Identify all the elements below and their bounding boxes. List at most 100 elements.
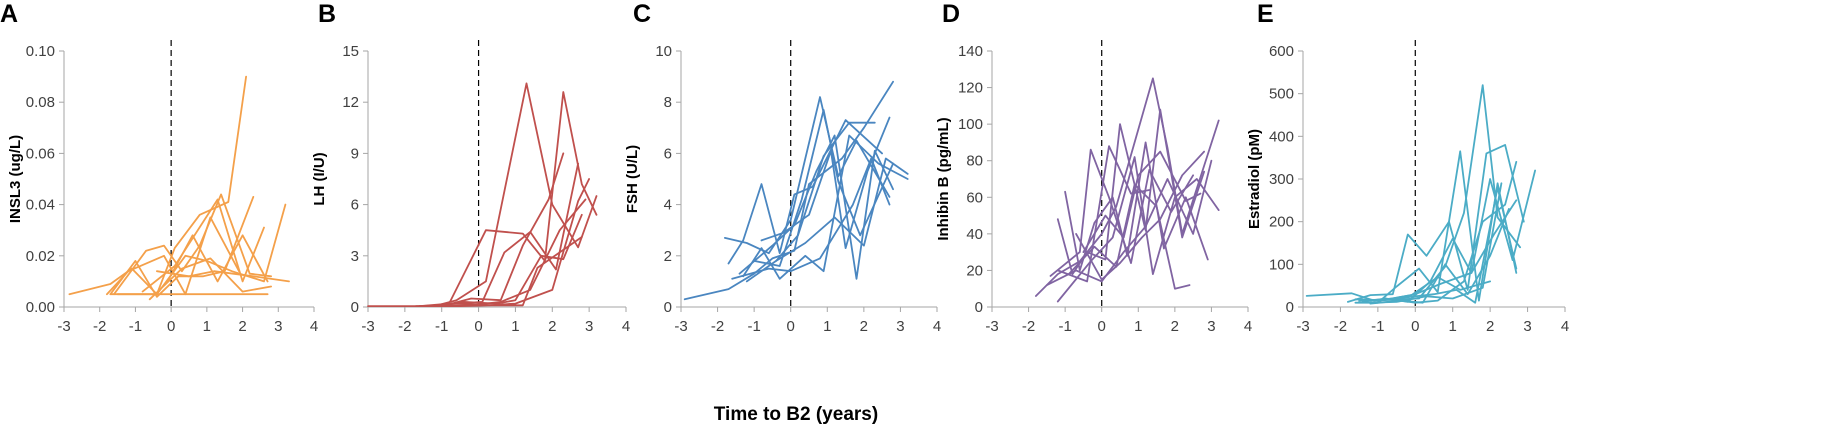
panel-e-xtick-label: -3: [1296, 318, 1309, 335]
panel-d-ytick-label: 80: [966, 153, 983, 170]
panel-c-ytick-label: 0: [664, 299, 672, 316]
panel-e-series-7: [1384, 160, 1518, 304]
panel-e-series-6: [1377, 186, 1518, 304]
panel-d-ylabel: Inhibin B (pg/mL): [935, 117, 952, 240]
panel-c-ytick-label: 6: [664, 145, 672, 162]
panel-b-xtick-label: 2: [548, 318, 556, 335]
panel-a-ytick-label: 0.08: [26, 94, 55, 111]
panel-d-ytick-label: 20: [966, 262, 983, 279]
panel-a-xtick-label: 4: [310, 318, 318, 335]
panel-d-series-6: [1067, 183, 1191, 290]
panel-a-series-6: [141, 198, 265, 293]
panel-d-ytick-label: 140: [958, 43, 983, 60]
panel-a-ytick-label: 0.10: [26, 43, 55, 60]
panel-a-series-4: [113, 193, 273, 296]
panel-a-series-10: [148, 257, 273, 301]
panel-b-series-3: [426, 162, 579, 308]
panel-a-series-2: [109, 195, 255, 298]
panel-a-ytick-label: 0.00: [26, 299, 55, 316]
panel-c-series-10: [745, 157, 909, 283]
panel-c-xtick-label: -3: [674, 318, 687, 335]
panel-e-xtick-label: -1: [1371, 318, 1384, 335]
panel-e-series-2: [1347, 143, 1525, 303]
panel-a-series-3: [106, 216, 240, 296]
panel-b-xtick-label: 3: [585, 318, 593, 335]
panel-e-series-10: [1354, 276, 1491, 302]
panel-b-xtick-label: 4: [622, 318, 630, 335]
panel-e-ytick-label: 200: [1269, 214, 1294, 231]
panel-d-xtick-label: 2: [1171, 318, 1179, 335]
panel-d-xtick-label: 1: [1134, 318, 1142, 335]
panel-e-ytick-label: 100: [1269, 256, 1294, 273]
panel-c-label: C: [633, 0, 651, 28]
panel-d-series-5: [1056, 156, 1220, 303]
panel-c-xtick-label: -2: [711, 318, 724, 335]
panel-d-ytick-label: 60: [966, 189, 983, 206]
panel-a-label: A: [0, 0, 18, 28]
figure-xlabel: Time to B2 (years): [714, 404, 878, 425]
panel-b-xtick-label: -2: [398, 318, 411, 335]
panel-c-xtick-label: 2: [860, 318, 868, 335]
panel-c-xtick-label: 0: [787, 318, 795, 335]
panel-d-xtick-label: 0: [1098, 318, 1106, 335]
panel-a-ytick-label: 0.04: [26, 197, 55, 214]
panel-e-xtick-label: 0: [1411, 318, 1419, 335]
panel-c-series-7: [760, 116, 891, 250]
panel-d-series-9: [1056, 145, 1151, 283]
panel-e-xtick-label: 4: [1561, 318, 1569, 335]
panel-b-ytick-label: 9: [351, 145, 359, 162]
panel-e-xtick-label: 2: [1486, 318, 1494, 335]
panel-b-series-7: [422, 236, 583, 308]
panel-c-ytick-label: 2: [664, 248, 672, 265]
panel-b-ytick-label: 0: [351, 299, 359, 316]
panel-e-ytick-label: 400: [1269, 128, 1294, 145]
panel-a-xtick-label: 2: [238, 318, 246, 335]
panel-a-xtick-label: -1: [129, 318, 142, 335]
panel-e-ytick-label: 500: [1269, 86, 1294, 103]
panel-c-xtick-label: -1: [747, 318, 760, 335]
panel-b-ytick-label: 12: [342, 94, 359, 111]
panel-a-xtick-label: 3: [274, 318, 282, 335]
panel-a-series-1: [68, 75, 248, 296]
panel-c-series-3: [727, 119, 883, 265]
panel-d-xtick-label: 3: [1207, 318, 1215, 335]
panel-e-ytick-label: 300: [1269, 171, 1294, 188]
panel-e-label: E: [1257, 0, 1274, 28]
panel-b-ytick-label: 15: [342, 43, 359, 60]
panel-a-xtick-label: 1: [203, 318, 211, 335]
panel-c-series-9: [775, 121, 876, 262]
panel-a-ytick-label: 0.02: [26, 248, 55, 265]
panel-c-ytick-label: 10: [655, 43, 672, 60]
panel-c-ylabel: FSH (U/L): [624, 145, 641, 213]
panel-a-xtick-label: 0: [167, 318, 175, 335]
panel-d-xtick-label: -1: [1058, 318, 1071, 335]
panel-e-series-9: [1369, 182, 1503, 304]
panel-e-ytick-label: 0: [1286, 299, 1294, 316]
panel-c-ytick-label: 4: [664, 197, 672, 214]
panel-c-ytick-label: 8: [664, 94, 672, 111]
panel-a-ytick-label: 0.06: [26, 145, 55, 162]
panel-b-series-2: [418, 91, 598, 308]
panel-d-xtick-label: -3: [985, 318, 998, 335]
panel-d-ytick-label: 0: [975, 299, 983, 316]
panel-c-series-5: [738, 134, 894, 280]
panel-a-series-8: [166, 234, 269, 283]
panel-d-label: D: [942, 0, 960, 28]
panel-d-ytick-label: 100: [958, 116, 983, 133]
panel-e-xtick-label: -2: [1334, 318, 1347, 335]
panel-d-xtick-label: -2: [1022, 318, 1035, 335]
panel-b-xtick-label: 0: [474, 318, 482, 335]
panel-e-ytick-label: 600: [1269, 43, 1294, 60]
panel-b-label: B: [318, 0, 336, 28]
panel-b-ytick-label: 6: [351, 197, 359, 214]
panel-c-series-8: [731, 157, 891, 280]
panel-c-series-6: [753, 109, 894, 267]
panel-b-ytick-label: 3: [351, 248, 359, 265]
panel-d-series-7: [1075, 150, 1205, 281]
panel-e-xtick-label: 1: [1449, 318, 1457, 335]
panel-e-xtick-label: 3: [1523, 318, 1531, 335]
panel-b-series-6: [433, 213, 583, 308]
panel-d-ytick-label: 120: [958, 80, 983, 97]
panel-b-ylabel: LH (I/U): [311, 152, 328, 205]
